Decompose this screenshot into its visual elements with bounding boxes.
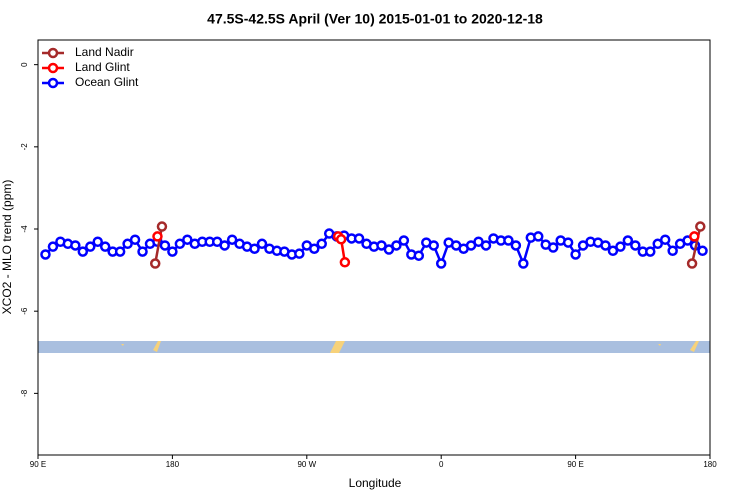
- x-tick-label: 0: [439, 460, 444, 469]
- point: [667, 245, 678, 257]
- plot-frame: [37, 39, 711, 456]
- y-tick-label: -4: [20, 225, 29, 233]
- point: [622, 235, 634, 246]
- point: [391, 240, 402, 251]
- y-tick-label: -2: [20, 143, 29, 151]
- land-band: [38, 341, 710, 353]
- point: [659, 234, 671, 245]
- point: [167, 246, 178, 257]
- point: [383, 244, 395, 255]
- point: [316, 238, 327, 250]
- legend-marker: [47, 47, 59, 59]
- point: [149, 258, 161, 269]
- x-tick-label: 180: [166, 460, 180, 469]
- point: [137, 246, 148, 257]
- point: [645, 246, 656, 257]
- point: [114, 246, 126, 257]
- x-tick-label: 180: [703, 460, 717, 469]
- legend-marker: [47, 77, 59, 89]
- point: [376, 240, 387, 251]
- point: [518, 258, 529, 269]
- point: [615, 241, 626, 252]
- point: [174, 238, 186, 250]
- point: [249, 243, 260, 254]
- point: [697, 245, 708, 257]
- point: [129, 234, 141, 245]
- point: [159, 240, 171, 251]
- y-tick-label: 0: [20, 62, 29, 67]
- x-axis-label: Longitude: [349, 476, 402, 490]
- point: [510, 240, 522, 251]
- point: [547, 242, 559, 253]
- point: [398, 235, 410, 246]
- point: [600, 240, 611, 251]
- point: [695, 221, 706, 232]
- point: [689, 231, 700, 242]
- point: [533, 231, 544, 242]
- point: [152, 231, 163, 242]
- point: [630, 240, 641, 251]
- x-tick-label: 90 E: [30, 460, 46, 469]
- point: [99, 241, 111, 252]
- point: [70, 240, 81, 251]
- x-tick-label: 90 W: [297, 460, 316, 469]
- point: [480, 240, 492, 251]
- point: [435, 258, 447, 269]
- legend-label: Ocean Glint: [75, 75, 139, 89]
- y-tick-label: -6: [20, 307, 29, 315]
- point: [85, 241, 96, 252]
- point: [570, 249, 581, 260]
- point: [294, 248, 305, 259]
- point: [219, 240, 230, 251]
- point: [122, 238, 133, 250]
- point: [309, 243, 320, 254]
- x-tick-label: 90 E: [567, 460, 583, 469]
- point: [335, 234, 347, 245]
- legend-marker: [47, 62, 59, 74]
- y-tick-label: -8: [20, 389, 29, 397]
- point: [339, 257, 351, 268]
- point: [226, 234, 238, 245]
- point: [353, 233, 365, 244]
- point: [156, 221, 168, 232]
- point: [92, 236, 103, 247]
- point: [256, 238, 268, 250]
- point: [503, 235, 514, 246]
- point: [686, 258, 698, 269]
- point: [77, 246, 89, 257]
- y-axis-label: XCO2 - MLO trend (ppm): [0, 180, 14, 315]
- chart-title: 47.5S-42.5S April (Ver 10) 2015-01-01 to…: [207, 11, 543, 27]
- point: [47, 241, 59, 252]
- point: [562, 237, 574, 248]
- point: [652, 238, 663, 250]
- land-marks: [121, 341, 699, 353]
- legend-label: Land Nadir: [75, 45, 134, 59]
- point: [182, 234, 193, 245]
- point: [413, 250, 425, 261]
- point: [428, 240, 439, 251]
- point: [607, 245, 619, 257]
- legend-label: Land Glint: [75, 60, 130, 74]
- point: [40, 249, 51, 260]
